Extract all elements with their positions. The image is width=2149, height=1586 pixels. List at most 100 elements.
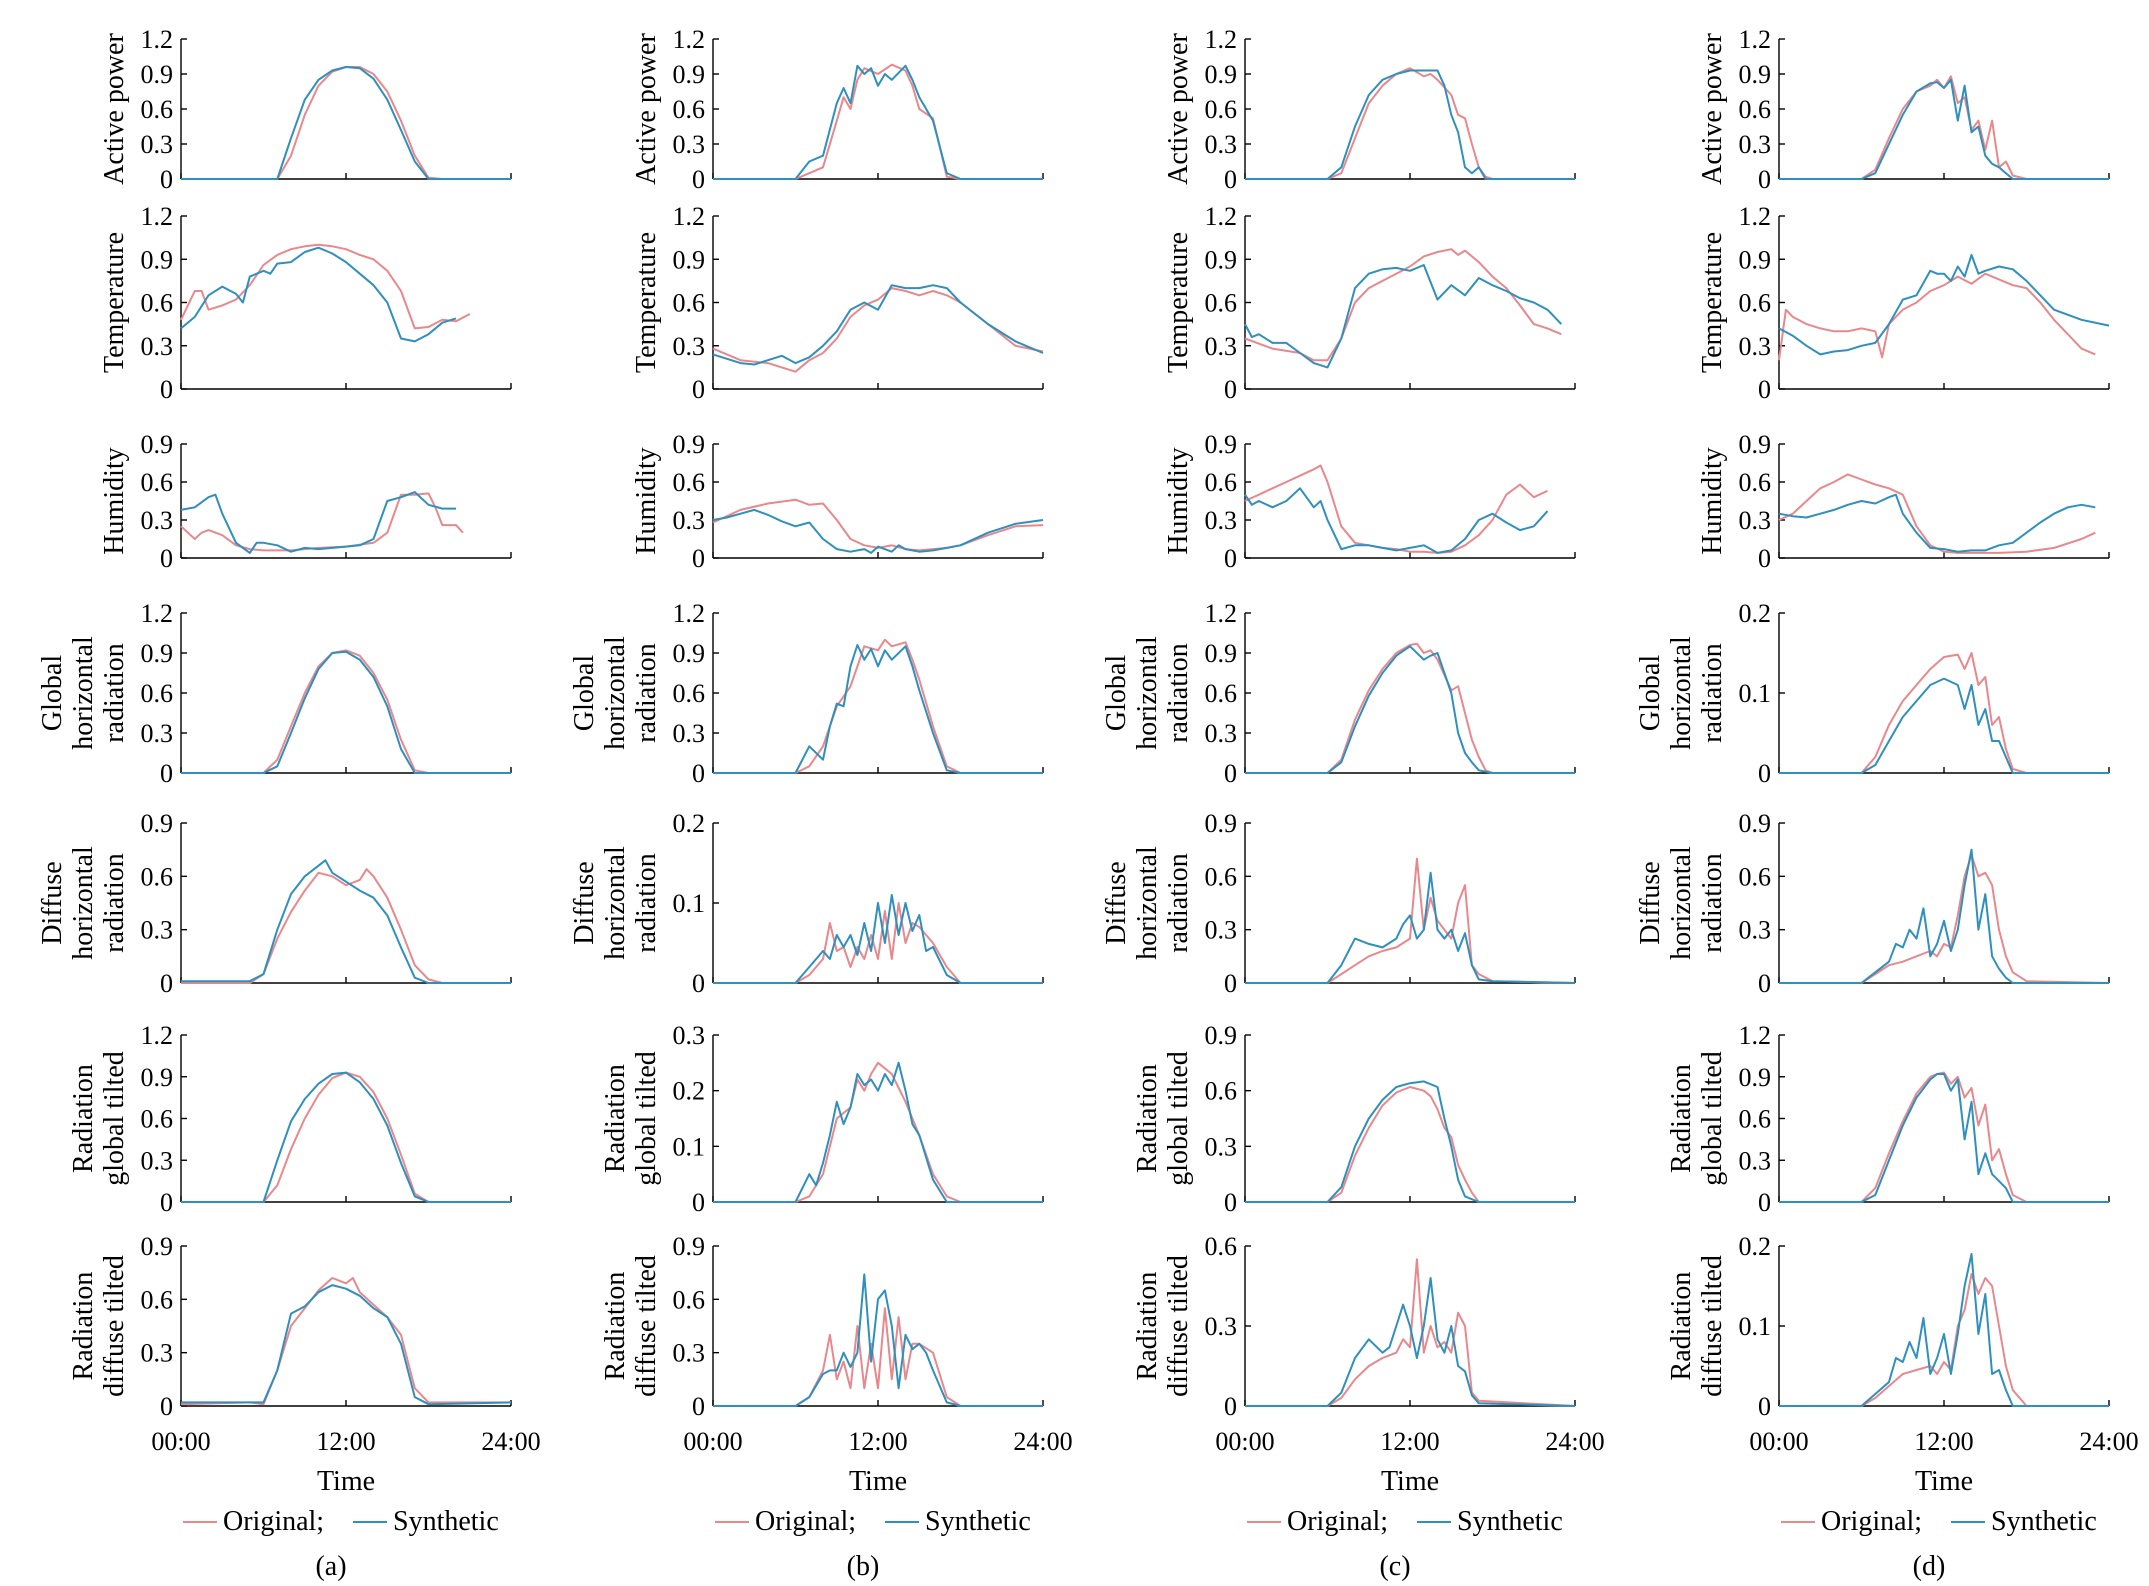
x-axis-label: Time	[849, 1466, 907, 1497]
panel-caption: (d)	[1913, 1551, 1946, 1582]
y-tick-label: 0.6	[141, 862, 174, 891]
y-tick-label: 0.6	[1205, 679, 1238, 708]
legend: Original; Synthetic	[183, 1506, 499, 1537]
series-line-synthetic	[1245, 645, 1575, 774]
y-axis-label: global tilted	[99, 1051, 130, 1186]
subplot-a-3: 0 0.3 0.6 0.9 Humidity	[99, 430, 512, 573]
subplot-d-5: 0 0.3 0.6 0.9 Diffuse horizontal radiation	[1635, 809, 2110, 998]
y-tick-label: 0.3	[1739, 916, 1772, 945]
series-line-original	[1779, 652, 2109, 774]
y-tick-label: 0.9	[673, 639, 706, 668]
x-tick-label: 12:00	[1380, 1427, 1439, 1456]
panel-caption: (c)	[1379, 1551, 1410, 1582]
series-line-synthetic	[1245, 871, 1576, 984]
subplot-a-6: 0 0.3 0.6 0.9 1.2 Radiation global tilted	[68, 1021, 512, 1217]
y-tick-label: 0.6	[141, 679, 174, 708]
legend-label-synthetic: Synthetic	[925, 1506, 1031, 1537]
subplot-c-3: 0 0.3 0.6 0.9 Humidity	[1163, 430, 1576, 573]
y-tick-label: 0.9	[1739, 1063, 1772, 1092]
y-axis-label: Global	[569, 655, 600, 731]
y-tick-label: 0.3	[1205, 506, 1238, 535]
legend-label-synthetic: Synthetic	[393, 1506, 499, 1537]
series-line-synthetic	[181, 1071, 511, 1203]
x-tick-label: 12:00	[848, 1427, 907, 1456]
series-line-original	[181, 649, 511, 774]
y-tick-label: 0.2	[673, 809, 706, 838]
series-line-synthetic	[1779, 848, 2109, 984]
y-axis-label: Temperature	[1697, 232, 1728, 373]
series-line-original	[1244, 464, 1548, 554]
y-tick-label: 0.6	[1739, 1105, 1772, 1134]
y-axis-label: horizontal	[68, 846, 99, 960]
y-axis-label: Global	[1101, 655, 1132, 731]
y-tick-label: 0	[692, 759, 705, 788]
y-tick-label: 0.3	[673, 1339, 706, 1368]
series-line-synthetic	[181, 650, 511, 774]
y-tick-label: 0.3	[1205, 130, 1238, 159]
series-line-original	[1245, 1258, 1576, 1407]
series-line-original	[181, 868, 511, 984]
series-line-synthetic	[1778, 253, 2110, 356]
y-axis-label: Active power	[631, 33, 662, 185]
legend: Original; Synthetic	[1781, 1506, 2097, 1537]
y-tick-label: 0.6	[673, 289, 706, 318]
y-axis-label: radiation	[631, 643, 662, 743]
y-axis-label: Temperature	[1163, 232, 1194, 373]
y-tick-label: 0	[1224, 165, 1237, 194]
y-tick-label: 0	[1224, 544, 1237, 573]
y-tick-label: 0.6	[1205, 862, 1238, 891]
y-tick-label: 0	[160, 1392, 173, 1421]
y-tick-label: 0	[692, 1392, 705, 1421]
x-axis-label: Time	[1381, 1466, 1439, 1497]
y-tick-label: 0.6	[1205, 468, 1238, 497]
y-tick-label: 0.9	[1739, 430, 1772, 459]
y-tick-label: 0	[1758, 1392, 1771, 1421]
y-tick-label: 0.9	[141, 60, 174, 89]
subplot-b-2: 0 0.3 0.6 0.9 1.2 Temperature	[631, 202, 1044, 404]
y-tick-label: 0.3	[673, 1021, 706, 1050]
y-tick-label: 0	[160, 1188, 173, 1217]
subplot-a-2: 0 0.3 0.6 0.9 1.2 Temperature	[99, 202, 512, 404]
y-tick-label: 0	[692, 375, 705, 404]
y-tick-label: 0.6	[673, 679, 706, 708]
y-tick-label: 0.9	[1739, 809, 1772, 838]
series-line-original	[1778, 473, 2096, 554]
legend-label-synthetic: Synthetic	[1457, 1506, 1563, 1537]
y-tick-label: 0.6	[141, 1105, 174, 1134]
y-tick-label: 0	[692, 969, 705, 998]
subplot-a-1: 0 0.3 0.6 0.9 1.2 Active power	[99, 25, 512, 194]
subplot-d-3: 0 0.3 0.6 0.9 Humidity	[1697, 430, 2110, 573]
y-axis-label: Humidity	[631, 447, 662, 554]
y-axis-label: global tilted	[631, 1051, 662, 1186]
series-line-synthetic	[1244, 487, 1549, 554]
series-line-synthetic	[181, 1284, 512, 1406]
y-tick-label: 0	[1758, 969, 1771, 998]
y-axis-label: Humidity	[1163, 447, 1194, 554]
y-tick-label: 0	[160, 759, 173, 788]
y-tick-label: 0	[1224, 1392, 1237, 1421]
y-tick-label: 0.6	[1739, 862, 1772, 891]
y-tick-label: 0.1	[673, 889, 706, 918]
series-line-synthetic	[712, 508, 1044, 554]
y-axis-label: Radiation	[1666, 1064, 1697, 1173]
subplot-d-4: 0 0.1 0.2 Global horizontal radiation	[1635, 599, 2110, 788]
series-line-original	[712, 498, 1044, 552]
series-line-synthetic	[1245, 1277, 1576, 1407]
y-tick-label: 0	[1758, 1188, 1771, 1217]
y-axis-label: Radiation	[600, 1272, 631, 1381]
y-axis-label: radiation	[1697, 853, 1728, 953]
series-line-synthetic	[1779, 1073, 2109, 1203]
series-line-original	[713, 638, 1043, 774]
series-line-original	[1245, 857, 1576, 984]
y-tick-label: 0	[692, 544, 705, 573]
y-axis-label: horizontal	[1132, 636, 1163, 750]
y-tick-label: 0.9	[141, 1063, 174, 1092]
y-tick-label: 0.2	[1739, 599, 1772, 628]
y-tick-label: 0.9	[673, 60, 706, 89]
y-axis-label: Radiation	[600, 1064, 631, 1173]
y-tick-label: 0.3	[673, 130, 706, 159]
y-tick-label: 1.2	[141, 599, 174, 628]
x-tick-label: 00:00	[1215, 1427, 1274, 1456]
y-axis-label: diffuse tilted	[631, 1255, 662, 1397]
y-tick-label: 0	[1224, 1188, 1237, 1217]
